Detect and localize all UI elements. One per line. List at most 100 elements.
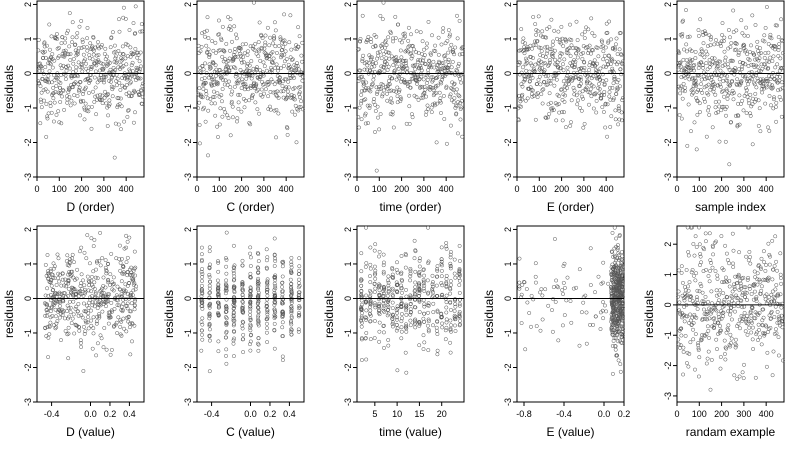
data-point bbox=[204, 43, 209, 48]
data-point bbox=[263, 87, 268, 92]
plot-frame bbox=[356, 0, 465, 178]
data-point bbox=[757, 277, 762, 282]
data-point bbox=[272, 307, 277, 312]
data-point bbox=[687, 280, 692, 285]
data-point bbox=[581, 125, 586, 130]
data-point bbox=[747, 58, 752, 63]
data-point bbox=[107, 60, 112, 65]
data-point bbox=[693, 234, 698, 239]
data-point bbox=[47, 273, 51, 278]
data-point bbox=[58, 100, 63, 104]
data-point bbox=[765, 79, 770, 84]
data-point bbox=[445, 38, 450, 43]
data-point bbox=[240, 337, 245, 342]
data-point bbox=[395, 289, 400, 294]
data-point bbox=[400, 290, 404, 295]
data-point bbox=[719, 89, 724, 94]
data-point bbox=[522, 78, 527, 83]
data-point bbox=[373, 44, 378, 49]
data-point bbox=[535, 91, 540, 95]
data-point bbox=[440, 325, 445, 330]
data-point bbox=[199, 70, 204, 75]
data-point bbox=[684, 314, 688, 319]
y-tick-label: -1 bbox=[343, 104, 353, 112]
data-point bbox=[699, 260, 704, 265]
data-point bbox=[68, 66, 72, 71]
data-point bbox=[59, 338, 63, 343]
data-point bbox=[536, 14, 541, 19]
data-point bbox=[205, 96, 210, 101]
data-point bbox=[588, 87, 593, 92]
data-point bbox=[286, 85, 291, 90]
data-point bbox=[48, 292, 53, 297]
data-point bbox=[370, 81, 375, 86]
data-point bbox=[203, 80, 208, 85]
data-point bbox=[66, 63, 71, 68]
data-point bbox=[418, 84, 423, 89]
data-point bbox=[289, 315, 294, 320]
data-point bbox=[771, 97, 776, 102]
data-point bbox=[369, 65, 374, 70]
data-point bbox=[98, 303, 103, 308]
data-point bbox=[764, 5, 769, 9]
data-point bbox=[562, 261, 567, 266]
data-point bbox=[116, 315, 121, 320]
data-point bbox=[208, 262, 212, 267]
plot-frame bbox=[36, 0, 145, 178]
data-point bbox=[368, 300, 373, 305]
data-point bbox=[684, 8, 688, 13]
data-point bbox=[386, 343, 391, 348]
data-point bbox=[409, 56, 414, 61]
data-point bbox=[218, 74, 223, 79]
data-point bbox=[725, 258, 730, 262]
data-point bbox=[413, 269, 418, 274]
data-point bbox=[436, 35, 441, 40]
data-point bbox=[66, 90, 71, 95]
data-point bbox=[358, 39, 363, 44]
data-point bbox=[89, 278, 94, 283]
data-point bbox=[720, 280, 725, 285]
data-point bbox=[63, 40, 67, 45]
data-point bbox=[131, 52, 135, 57]
data-point bbox=[692, 76, 697, 81]
data-point bbox=[770, 85, 775, 90]
data-point bbox=[714, 308, 719, 313]
data-point bbox=[359, 318, 364, 323]
data-point bbox=[38, 121, 43, 126]
data-point bbox=[251, 0, 256, 5]
data-point bbox=[40, 76, 45, 81]
data-point bbox=[222, 49, 227, 54]
data-point bbox=[690, 76, 695, 81]
data-point bbox=[572, 88, 577, 93]
data-point bbox=[296, 67, 301, 72]
data-point bbox=[374, 168, 379, 173]
data-point bbox=[385, 98, 390, 103]
data-point bbox=[54, 299, 59, 304]
data-point bbox=[199, 45, 204, 49]
data-point bbox=[540, 101, 545, 106]
data-point bbox=[580, 94, 584, 99]
data-point bbox=[224, 322, 229, 327]
data-point bbox=[46, 293, 51, 298]
data-point bbox=[102, 80, 106, 85]
data-point bbox=[364, 317, 368, 322]
data-point bbox=[49, 80, 54, 85]
data-point bbox=[696, 341, 700, 346]
data-point bbox=[224, 230, 229, 235]
data-point bbox=[47, 61, 52, 66]
data-point bbox=[583, 29, 587, 34]
data-point bbox=[523, 98, 528, 103]
data-point bbox=[555, 284, 560, 289]
data-point bbox=[390, 322, 395, 326]
data-point bbox=[240, 292, 245, 297]
data-point bbox=[48, 100, 53, 105]
data-point bbox=[233, 46, 238, 51]
data-point bbox=[456, 93, 461, 98]
data-point bbox=[90, 300, 95, 305]
data-point bbox=[448, 266, 453, 271]
data-point bbox=[107, 292, 112, 297]
data-point bbox=[415, 81, 419, 86]
data-point bbox=[406, 45, 411, 49]
